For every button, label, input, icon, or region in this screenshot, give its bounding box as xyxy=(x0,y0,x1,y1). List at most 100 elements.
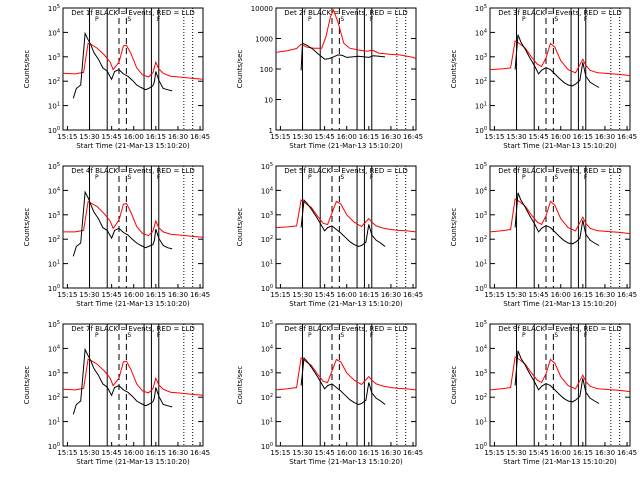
marker-label-f: F xyxy=(157,16,161,23)
y-axis-label: Counts/sec xyxy=(23,366,31,405)
series-line-events xyxy=(72,190,173,257)
x-axis-label: Start Time (21-Mar-13 15:10:20) xyxy=(503,142,617,150)
y-tick-label: 100 xyxy=(48,284,60,293)
x-tick-label: 15:15 xyxy=(57,133,77,141)
y-tick-label: 103 xyxy=(261,369,273,378)
y-tick-label: 102 xyxy=(48,235,60,244)
marker-label-p: P xyxy=(95,332,99,339)
x-tick-label: 16:45 xyxy=(403,449,423,457)
series-line-lld xyxy=(489,198,631,235)
y-tick-label: 104 xyxy=(475,28,487,37)
marker-label-f: F xyxy=(584,332,588,339)
y-axis-label: Counts/sec xyxy=(236,208,244,247)
x-tick-label: 15:45 xyxy=(315,449,335,457)
x-tick-label: 16:15 xyxy=(146,291,166,299)
y-tick-label: 101 xyxy=(475,418,487,427)
plot-frame xyxy=(489,323,631,447)
x-tick-label: 16:30 xyxy=(595,133,615,141)
y-tick-label: 100 xyxy=(475,442,487,451)
x-tick-label: 16:15 xyxy=(573,449,593,457)
x-tick-label: 16:45 xyxy=(617,133,637,141)
y-tick-label: 101 xyxy=(475,260,487,269)
y-tick-label: 1000 xyxy=(255,36,273,44)
marker-label-s: S xyxy=(554,174,558,181)
marker-label-f: F xyxy=(584,16,588,23)
x-axis-label: Start Time (21-Mar-13 15:10:20) xyxy=(76,300,190,308)
plot-frame xyxy=(62,323,204,447)
marker-label-p: P xyxy=(95,174,99,181)
x-axis-label: Start Time (21-Mar-13 15:10:20) xyxy=(503,458,617,466)
x-tick-label: 16:30 xyxy=(381,291,401,299)
panel-title: Det 1f BLACK = Events, RED = LLD xyxy=(71,9,194,17)
series-line-lld xyxy=(63,200,204,238)
y-tick-label: 100 xyxy=(261,284,273,293)
panel-title: Det 8f BLACK = Events, RED = LLD xyxy=(284,325,407,333)
x-tick-label: 15:30 xyxy=(506,133,526,141)
marker-label-f: F xyxy=(370,16,374,23)
y-tick-label: 105 xyxy=(261,320,273,329)
x-tick-label: 15:15 xyxy=(484,291,504,299)
x-axis-label: Start Time (21-Mar-13 15:10:20) xyxy=(503,300,617,308)
marker-label-p: P xyxy=(522,174,526,181)
x-tick-label: 15:45 xyxy=(102,291,122,299)
x-tick-label: 15:30 xyxy=(292,449,312,457)
x-axis-label: Start Time (21-Mar-13 15:10:20) xyxy=(76,458,190,466)
y-tick-label: 104 xyxy=(48,28,60,37)
y-tick-label: 100 xyxy=(475,284,487,293)
marker-label-s: S xyxy=(340,174,344,181)
series-line-events xyxy=(72,347,173,415)
x-tick-label: 15:30 xyxy=(79,291,99,299)
x-tick-label: 15:15 xyxy=(57,291,77,299)
series-line-events xyxy=(300,42,386,71)
y-tick-label: 104 xyxy=(475,344,487,353)
x-tick-label: 16:15 xyxy=(359,291,379,299)
series-line-lld xyxy=(275,357,417,391)
panel-title: Det 4f BLACK = Events, RED = LLD xyxy=(71,167,194,175)
marker-label-f: F xyxy=(157,332,161,339)
y-tick-label: 1 xyxy=(269,127,273,135)
x-tick-label: 15:45 xyxy=(315,133,335,141)
y-tick-label: 100 xyxy=(48,442,60,451)
x-tick-label: 16:15 xyxy=(359,449,379,457)
series-line-events xyxy=(72,31,173,99)
x-tick-label: 16:15 xyxy=(146,133,166,141)
x-tick-label: 16:00 xyxy=(337,449,357,457)
x-tick-label: 16:45 xyxy=(403,291,423,299)
y-tick-label: 102 xyxy=(261,393,273,402)
x-tick-label: 15:15 xyxy=(57,449,77,457)
y-tick-label: 10 xyxy=(264,97,273,105)
x-tick-label: 15:45 xyxy=(315,291,335,299)
plot-frame xyxy=(489,7,631,131)
x-tick-label: 16:30 xyxy=(168,291,188,299)
x-tick-label: 15:15 xyxy=(270,291,290,299)
marker-label-s: S xyxy=(127,332,131,339)
y-tick-label: 104 xyxy=(261,344,273,353)
y-axis-label: Counts/sec xyxy=(450,208,458,247)
y-tick-label: 10000 xyxy=(251,5,273,13)
y-tick-label: 104 xyxy=(48,186,60,195)
marker-label-p: P xyxy=(95,16,99,23)
y-axis-label: Counts/sec xyxy=(23,50,31,89)
marker-label-s: S xyxy=(554,16,558,23)
y-tick-label: 105 xyxy=(48,162,60,171)
x-tick-label: 16:15 xyxy=(573,133,593,141)
y-tick-label: 102 xyxy=(475,77,487,86)
x-tick-label: 15:15 xyxy=(270,449,290,457)
y-tick-label: 103 xyxy=(475,369,487,378)
panel-title: Det 2f BLACK = Events, RED = LLD xyxy=(284,9,407,17)
series-line-events xyxy=(300,198,386,248)
marker-label-p: P xyxy=(308,16,312,23)
y-tick-label: 101 xyxy=(261,418,273,427)
y-tick-label: 102 xyxy=(261,235,273,244)
marker-label-s: S xyxy=(340,332,344,339)
x-tick-label: 15:30 xyxy=(506,449,526,457)
plot-frame xyxy=(275,165,417,289)
y-tick-label: 104 xyxy=(48,344,60,353)
y-tick-label: 103 xyxy=(48,369,60,378)
x-tick-label: 16:00 xyxy=(337,291,357,299)
y-tick-label: 103 xyxy=(261,211,273,220)
